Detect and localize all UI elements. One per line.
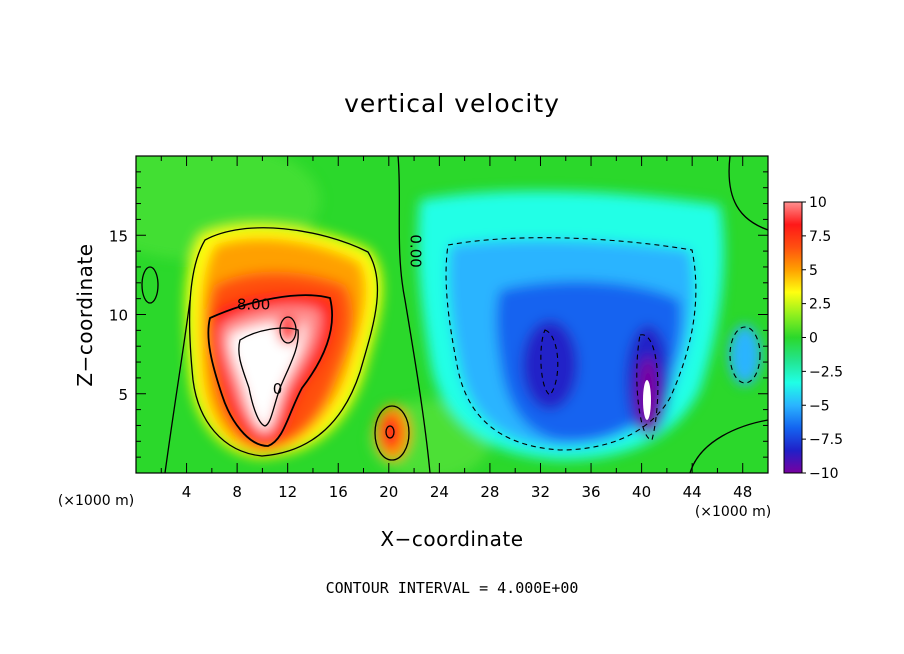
contour-neg8-west	[540, 329, 559, 396]
contour-12-updraft	[238, 327, 299, 427]
updraft-red-blob	[278, 316, 298, 344]
downdraft-white-core	[643, 380, 651, 420]
contour-neg4-main	[445, 237, 697, 451]
contour-zero-east	[728, 156, 768, 231]
downdraft-east-small	[729, 325, 761, 385]
contour-red-blob	[279, 316, 297, 344]
z-unit-label: (×1000 m)	[58, 493, 134, 509]
small-updraft-red	[381, 414, 401, 450]
contour-labels: 8.00 0.00 0	[237, 234, 424, 397]
x-axis-label: X−coordinate	[380, 527, 523, 551]
x-tick-label: 4	[182, 483, 192, 501]
contour-zero-center	[397, 156, 431, 473]
x-tick-label: 16	[329, 483, 348, 501]
colorbar-tick-label: −7.5	[809, 432, 843, 448]
x-tick-label: 44	[683, 483, 702, 501]
contours-dashed	[445, 237, 761, 451]
colorbar-tick-label: −5	[809, 398, 830, 414]
updraft-core-white	[229, 322, 306, 430]
x-unit-label: (×1000 m)	[695, 504, 771, 520]
contour-small-west-blob	[141, 266, 159, 304]
colorbar-tick-label: 0	[809, 331, 818, 347]
contours	[141, 156, 768, 473]
x-tick-label: 12	[278, 483, 297, 501]
x-tick-label: 48	[733, 483, 752, 501]
y-tick-label: 10	[109, 307, 128, 325]
contour-8-updraft	[207, 294, 334, 447]
contour-neg4-east-small	[729, 326, 761, 384]
colorbar: 10 7.5 5 2.5 0 −2.5 −5 −7.5 −10	[783, 195, 843, 482]
contour-label: 0	[273, 380, 283, 398]
colorbar-tick-label: −10	[809, 466, 839, 482]
colorbar-fill	[783, 201, 803, 474]
colorbar-ticks: 10 7.5 5 2.5 0 −2.5 −5 −7.5 −10	[802, 195, 843, 482]
colorbar-tick-label: 2.5	[809, 297, 831, 313]
x-tick-label: 8	[232, 483, 242, 501]
y-ticks: 5 10 15	[109, 171, 768, 458]
x-tick-label: 32	[531, 483, 550, 501]
chart-title: vertical velocity	[344, 89, 560, 118]
contour-small-updraft-inner	[385, 425, 395, 439]
contour-zero-west	[164, 299, 191, 473]
contour-small-updraft	[374, 405, 410, 461]
contour-zero-bottom	[689, 419, 768, 473]
x-ticks: 4 8 12 16 20 24 28 32 36 40 44 48	[160, 156, 752, 501]
contour-label: 8.00	[237, 296, 270, 314]
colorbar-tick-label: 10	[809, 195, 827, 211]
x-tick-label: 20	[379, 483, 398, 501]
x-tick-label: 28	[480, 483, 499, 501]
x-tick-label: 36	[581, 483, 600, 501]
downdraft-dark-blue-west	[522, 320, 578, 410]
y-tick-label: 15	[109, 227, 128, 245]
y-axis-label: Z−coordinate	[73, 243, 97, 386]
x-tick-label: 40	[632, 483, 651, 501]
contour-interval-note: CONTOUR INTERVAL = 4.000E+00	[326, 579, 579, 597]
x-tick-label: 24	[430, 483, 449, 501]
contour-neg8-east	[636, 334, 659, 441]
colorbar-tick-label: −2.5	[809, 364, 843, 380]
contour-label: 0.00	[406, 234, 424, 267]
colorbar-tick-label: 5	[809, 263, 818, 279]
colorbar-tick-label: 7.5	[809, 229, 831, 245]
contour-4-updraft	[188, 227, 379, 457]
y-tick-label: 5	[118, 386, 128, 404]
